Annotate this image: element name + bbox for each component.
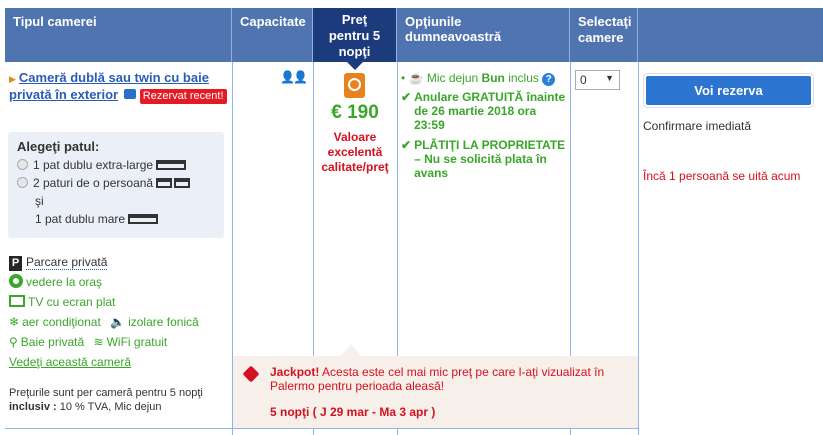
instant-confirmation: Confirmare imediată — [643, 119, 752, 133]
bed-choice-title: Alegeţi patul: — [17, 139, 100, 154]
bed-option-2[interactable]: 2 paturi de o persoană — [17, 174, 215, 192]
bed-option-label: 1 pat dublu extra-large — [33, 158, 154, 172]
reserve-button[interactable]: Voi rezerva — [646, 76, 811, 105]
price-header-pointer — [347, 62, 363, 70]
price-tag-icon — [242, 365, 260, 383]
free-cancel: Anulare GRATUITĂ înainte de 26 martie 20… — [414, 90, 566, 132]
breakfast-bold: Bun — [481, 71, 505, 85]
divider — [570, 62, 571, 435]
double-bed-icon — [128, 214, 159, 224]
check-icon: ✔ — [401, 138, 412, 152]
included-items: 10 % TVA, Mic dejun — [59, 401, 162, 413]
parking-link[interactable]: Parcare privată — [26, 255, 108, 270]
row-bottom-border — [5, 428, 638, 429]
facility: vedere la oraş — [26, 275, 103, 289]
facility: WiFi gratuit — [106, 335, 168, 349]
room-name-link[interactable]: Cameră dublă sau twin cu baie privată în… — [9, 70, 209, 102]
included-label: inclusiv : — [9, 401, 57, 413]
camera-icon[interactable] — [124, 89, 137, 99]
eye-icon — [9, 274, 23, 288]
breakfast-text: Mic dejun — [426, 71, 482, 85]
jackpot-title: Jackpot! — [270, 365, 320, 379]
breakfast-text: inclus — [504, 71, 539, 85]
header-blank — [638, 8, 823, 62]
header-capacity: Capacitate — [232, 8, 313, 62]
jackpot-dates: 5 nopţi ( J 29 mar - Ma 3 apr ) — [270, 405, 436, 419]
divider — [232, 62, 233, 435]
view-room-link[interactable]: Vedeţi această cameră — [9, 355, 132, 369]
header-options: Opţiunile dumneavoastră — [397, 8, 570, 62]
price-amount: € 190 — [331, 102, 379, 123]
double-bed-icon — [156, 160, 187, 170]
snowflake-icon: ❄ — [9, 315, 20, 329]
select-value: 0 — [580, 73, 587, 87]
room-count-select[interactable]: 0 ▼ — [575, 70, 620, 90]
bullet: • — [401, 71, 409, 85]
bed-option-1[interactable]: 1 pat dublu extra-large — [17, 156, 215, 174]
radio[interactable] — [17, 177, 28, 188]
prices-note: Preţurile sunt per cameră pentru 5 nopţi — [9, 387, 203, 399]
shower-icon: ⚲ — [9, 335, 18, 349]
facility: Baie privată — [20, 335, 85, 349]
single-beds-icon — [174, 178, 191, 188]
chevron-down-icon: ▼ — [605, 73, 614, 83]
parking-icon: P — [9, 256, 22, 271]
pay-at-property: PLĂTIŢI LA PROPRIETATE – Nu se solicită … — [414, 138, 566, 180]
facility: izolare fonică — [128, 315, 199, 329]
jackpot-pointer — [341, 344, 361, 356]
coffee-icon: ☕ — [408, 71, 424, 85]
value-label: Valoare excelentă calitate/preţ — [321, 130, 389, 174]
divider — [313, 62, 314, 435]
tv-icon — [9, 295, 25, 307]
divider — [638, 62, 639, 435]
help-icon[interactable]: ? — [542, 73, 556, 86]
facility: TV cu ecran plat — [28, 295, 116, 309]
divider — [397, 62, 398, 435]
radio[interactable] — [17, 159, 28, 170]
wifi-icon: ≋ — [93, 335, 104, 349]
people-watching: Încă 1 persoană se uită acum — [643, 169, 801, 183]
bed-option-label: 2 paturi de o persoană — [33, 176, 154, 190]
deal-icon — [344, 73, 365, 98]
header-room-type: Tipul camerei — [5, 8, 232, 62]
bed-option-label: 1 pat dublu mare — [35, 212, 126, 226]
bed-choice-panel: Alegeţi patul: 1 pat dublu extra-large 2… — [8, 132, 224, 238]
recently-booked-badge: Rezervat recent! — [139, 89, 227, 104]
jackpot-text: Acesta este cel mai mic preţ pe care l-a… — [270, 365, 605, 393]
speaker-icon: 🔈 — [110, 315, 126, 329]
jackpot-panel: Jackpot! Acesta este cel mai mic preţ pe… — [233, 356, 638, 428]
header-select: Selectaţi camere — [570, 8, 638, 62]
bed-option-and: şi — [35, 194, 44, 208]
expand-arrow-icon: ▶ — [9, 74, 16, 84]
two-persons-icon: 👤👤 — [280, 70, 308, 84]
facility: aer condiţionat — [22, 315, 101, 329]
header-price: Preţ pentru 5 nopţi — [313, 8, 397, 62]
check-icon: ✔ — [401, 90, 412, 104]
single-beds-icon — [156, 178, 173, 188]
